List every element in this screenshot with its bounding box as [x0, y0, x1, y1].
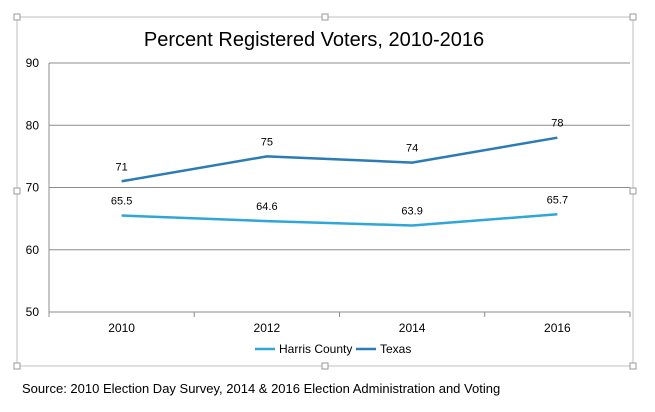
resize-handle-bottom-middle[interactable] — [321, 362, 329, 370]
resize-handle-middle-left[interactable] — [13, 187, 21, 195]
chart-border — [16, 16, 634, 367]
data-label: 65.7 — [547, 194, 568, 206]
x-tick-label: 2016 — [544, 321, 571, 335]
resize-handle-bottom-right[interactable] — [629, 362, 637, 370]
resize-handle-top-right[interactable] — [629, 13, 637, 21]
y-tick-label: 70 — [26, 181, 40, 195]
data-labels: 65.5 64.6 63.9 65.7 71 75 74 78 — [111, 118, 568, 218]
data-label: 78 — [551, 118, 563, 130]
y-tick-label: 80 — [26, 118, 40, 132]
series-line-texas[interactable] — [121, 136, 558, 183]
x-tick-label: 2010 — [108, 321, 135, 335]
resize-handle-bottom-left[interactable] — [13, 362, 21, 370]
resize-handle-middle-right[interactable] — [629, 187, 637, 195]
gridlines — [49, 62, 630, 313]
data-label: 71 — [116, 161, 128, 173]
y-tick-label: 60 — [26, 243, 40, 257]
legend: Harris County Texas — [255, 342, 411, 356]
y-axis: 50 60 70 80 90 — [26, 56, 50, 319]
legend-label: Harris County — [279, 342, 352, 356]
series-line-harris-county[interactable] — [121, 213, 558, 227]
x-axis: 2010 2012 2014 2016 — [48, 312, 631, 335]
x-tick-label: 2014 — [399, 321, 426, 335]
resize-handles[interactable] — [13, 13, 637, 370]
data-label: 74 — [406, 143, 418, 155]
chart-title: Percent Registered Voters, 2010-2016 — [144, 29, 484, 51]
legend-item-texas[interactable]: Texas — [356, 342, 411, 356]
resize-handle-top-left[interactable] — [13, 13, 21, 21]
source-note: Source: 2010 Election Day Survey, 2014 &… — [22, 381, 501, 396]
data-label: 64.6 — [256, 201, 277, 213]
series-lines — [121, 136, 558, 227]
legend-label: Texas — [380, 342, 411, 356]
legend-item-harris-county[interactable]: Harris County — [255, 342, 352, 356]
y-tick-label: 90 — [26, 56, 40, 70]
x-tick-label: 2012 — [254, 321, 281, 335]
data-label: 65.5 — [111, 196, 132, 208]
y-tick-label: 50 — [26, 305, 40, 319]
data-label: 75 — [261, 136, 273, 148]
resize-handle-top-middle[interactable] — [321, 13, 329, 21]
data-label: 63.9 — [401, 205, 422, 217]
